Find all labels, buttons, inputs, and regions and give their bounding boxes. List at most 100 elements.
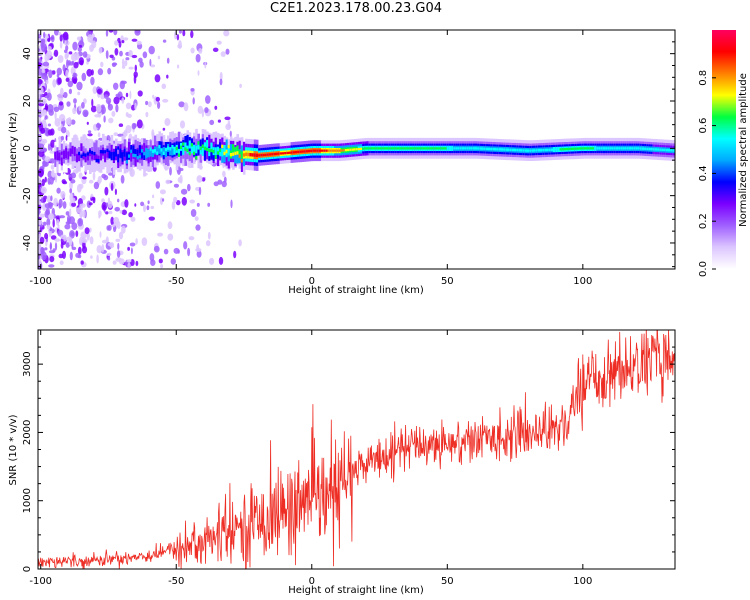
- spectrogram-noise-cell: [175, 200, 181, 206]
- spectrogram-ridge-cell: [602, 147, 606, 150]
- spectrogram-ridge-cell: [470, 147, 474, 150]
- spectrogram-ridge-cell: [516, 149, 519, 152]
- spectrogram-ridge-cell: [62, 150, 66, 159]
- spectrogram-noise-cell: [177, 177, 182, 183]
- spectrogram-noise-cell: [97, 132, 101, 138]
- spectrogram-noise-cell: [60, 190, 66, 199]
- spectrogram-noise-cell: [43, 221, 47, 226]
- spectrogram-ridge-cell: [177, 153, 181, 157]
- spectrogram-noise-cell: [68, 51, 73, 55]
- spectrogram-noise-cell: [51, 70, 56, 75]
- spectrogram-ridge-cell: [112, 152, 116, 161]
- spectrogram-noise-cell: [115, 238, 121, 242]
- spectrogram-ridge-cell: [663, 148, 667, 152]
- spectrogram-ridge-cell: [537, 149, 541, 152]
- spectrogram-ridge-cell: [102, 150, 105, 154]
- spectrogram-ridge-cell: [171, 145, 174, 149]
- spectrogram-noise-cell: [78, 218, 82, 225]
- spectrogram-noise-cell: [41, 196, 44, 204]
- spectrogram-noise-cell: [227, 119, 231, 129]
- spectrogram-noise-cell: [40, 251, 47, 261]
- spectrogram-noise-cell: [38, 48, 41, 52]
- spectrogram-noise-cell: [81, 195, 86, 201]
- spectrogram-ridge-cell: [284, 152, 287, 155]
- spectrogram-noise-cell: [57, 77, 62, 85]
- spectrogram-ridge-cell: [206, 139, 209, 148]
- spectrogram-noise-cell: [69, 230, 75, 239]
- spectrogram-ridge-cell: [145, 147, 148, 156]
- spectrogram-ridge-cell: [347, 148, 350, 152]
- spectrogram-noise-cell: [44, 115, 48, 120]
- spectrogram-noise-cell: [89, 227, 92, 233]
- spectrogram-ridge-cell: [301, 150, 305, 153]
- spectrogram-noise-cell: [78, 172, 83, 179]
- spectrogram-noise-cell: [58, 198, 63, 208]
- spectrogram-noise-cell: [68, 237, 73, 246]
- spectrogram-noise-cell: [213, 181, 219, 187]
- spectrogram-noise-cell: [115, 257, 122, 262]
- spectrogram-ridge-cell: [535, 149, 539, 152]
- spectrogram-noise-cell: [44, 105, 49, 111]
- spectrogram-ridge-cell: [670, 149, 673, 152]
- spectrogram-noise-cell: [105, 50, 109, 59]
- spectrogram-ridge-cell: [618, 147, 621, 150]
- spectrogram-ridge-cell: [216, 151, 220, 155]
- spectrogram-noise-cell: [130, 247, 133, 255]
- spectrogram-ridge-cell: [110, 152, 114, 161]
- spectrogram-noise-cell: [71, 60, 75, 65]
- chart-title: C2E1.2023.178.00.23.G04: [269, 1, 443, 16]
- spectrogram-ridge-cell: [327, 149, 331, 152]
- spectrogram-noise-cell: [187, 247, 191, 257]
- spectrogram-noise-cell: [131, 38, 138, 42]
- spectrogram-noise-cell: [94, 114, 101, 118]
- spectrogram-noise-cell: [54, 30, 59, 36]
- spectrogram-noise-cell: [38, 86, 44, 95]
- spectrogram-ridge-cell: [97, 147, 101, 162]
- spectrogram-noise-cell: [162, 39, 167, 43]
- spectrogram-noise-cell: [194, 216, 199, 222]
- spectrogram-ridge-cell: [444, 147, 448, 150]
- spectrogram-noise-cell: [67, 117, 72, 126]
- spectrogram-ridge-cell: [214, 155, 218, 159]
- spectrogram-ridge-cell: [492, 148, 495, 151]
- spectrogram-noise-cell: [72, 78, 77, 85]
- spectrogram-ridge-cell: [479, 147, 482, 150]
- spectrogram-noise-cell: [207, 231, 211, 240]
- spectrogram-noise-cell: [188, 236, 195, 241]
- spectrogram-noise-cell: [142, 51, 148, 59]
- spectrogram-ridge-cell: [529, 149, 532, 152]
- spectrogram-noise-cell: [161, 83, 167, 90]
- spectrogram-noise-cell: [70, 172, 77, 179]
- spectrogram-noise-cell: [163, 248, 169, 255]
- spectrogram-noise-cell: [105, 97, 112, 105]
- spectrogram-ridge-cell: [377, 147, 380, 150]
- spectrogram-noise-cell: [90, 255, 93, 259]
- spectrogram-noise-cell: [59, 41, 63, 49]
- spectrogram-ridge-cell: [628, 147, 632, 150]
- spectrogram-ridge-cell: [95, 158, 99, 163]
- spectrogram-noise-cell: [39, 236, 45, 244]
- spectrogram-ridge-cell: [219, 148, 222, 157]
- spectrogram-noise-cell: [121, 225, 126, 234]
- spectrogram-ridge-cell: [145, 155, 148, 159]
- spectrogram-ridge-cell: [141, 149, 144, 153]
- spectrogram-noise-cell: [216, 40, 222, 45]
- spectrogram-ridge-cell: [82, 152, 86, 156]
- spectrogram-noise-cell: [50, 195, 53, 202]
- spectrogram-noise-cell: [88, 202, 93, 206]
- spectrogram-noise-cell: [127, 246, 130, 251]
- spectrogram-ridge-cell: [75, 153, 79, 162]
- spectrogram-ridge-cell: [206, 147, 209, 152]
- spectrogram-ridge-cell: [108, 143, 112, 158]
- spectrogram-noise-cell: [103, 115, 106, 123]
- spectrogram-ridge-cell: [117, 146, 120, 150]
- spectrogram-noise-cell: [129, 90, 132, 100]
- spectrogram-noise-cell: [44, 53, 49, 62]
- spectrogram-noise-cell: [53, 197, 58, 207]
- spectrogram-ridge-cell: [136, 149, 140, 158]
- spectrogram-noise-cell: [131, 54, 138, 59]
- spectrogram-noise-cell: [113, 216, 120, 225]
- spectrogram-ridge-cell: [119, 154, 122, 158]
